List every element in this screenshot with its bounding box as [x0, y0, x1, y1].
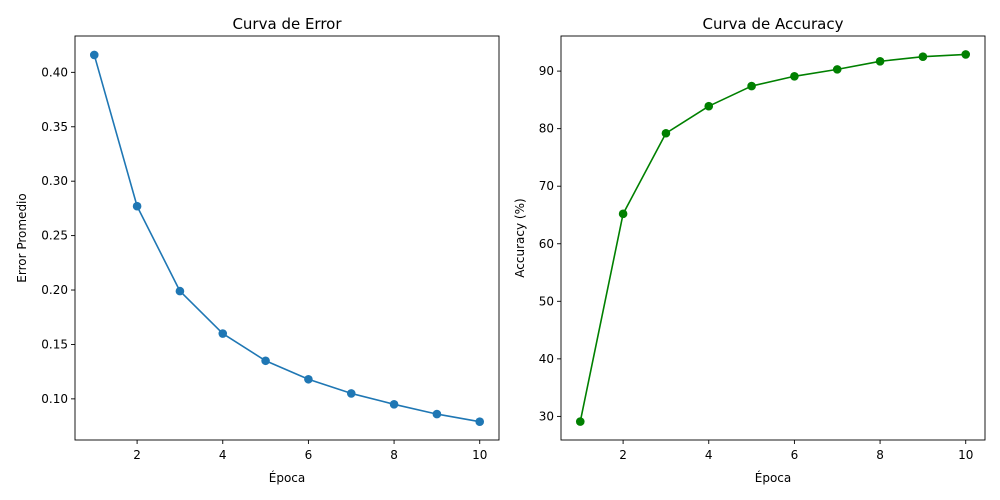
data-point: [175, 286, 185, 296]
x-tick-label: 6: [791, 448, 799, 462]
error-chart: Curva de Error Época Error Promedio 2 4 6 8…: [15, 15, 500, 485]
plot-frame: [560, 35, 986, 441]
y-tick-label: 0.15: [41, 337, 68, 351]
y-tick-label: 80: [539, 122, 554, 136]
y-tick-label: 70: [539, 179, 554, 193]
data-point: [89, 50, 99, 60]
x-tick-label: 10: [472, 448, 487, 462]
accuracy-chart: Curva de Accuracy Época Accuracy (%) 2 4 6…: [513, 15, 986, 485]
x-tick-label: 6: [305, 448, 313, 462]
x-axis-label: Época: [269, 470, 306, 485]
y-tick-label: 90: [539, 64, 554, 78]
data-point: [832, 65, 842, 74]
series-line: [579, 53, 966, 422]
data-point: [875, 57, 885, 66]
x-tick-label: 10: [958, 448, 973, 462]
chart-title: Curva de Error: [232, 15, 342, 33]
x-axis-label: Época: [755, 470, 792, 485]
y-axis-label: Accuracy (%): [513, 198, 527, 277]
data-point: [704, 101, 714, 111]
x-tick-label: 2: [619, 448, 627, 462]
x-tick-label: 8: [876, 448, 884, 462]
chart-title: Curva de Accuracy: [703, 15, 844, 33]
y-tick-label: 0.30: [41, 174, 68, 188]
x-tick-label: 8: [390, 448, 398, 462]
y-tick-label: 30: [539, 409, 554, 423]
y-tick-label: 50: [539, 294, 554, 308]
data-point: [261, 356, 270, 366]
y-axis-label: Error Promedio: [15, 193, 29, 282]
y-tick-label: 60: [539, 237, 554, 251]
data-point: [575, 417, 585, 426]
data-point: [961, 50, 971, 59]
data-point: [432, 409, 442, 419]
y-tick-label: 0.25: [41, 229, 68, 243]
data-point: [747, 81, 756, 91]
series-line: [93, 54, 480, 423]
x-tick-label: 4: [705, 448, 713, 462]
data-point: [304, 374, 313, 384]
x-tick-label: 2: [133, 448, 141, 462]
y-tick-label: 0.35: [41, 120, 68, 134]
data-point: [218, 329, 228, 338]
y-tick-label: 40: [539, 352, 554, 366]
x-tick-label: 4: [219, 448, 227, 462]
data-point: [661, 128, 671, 138]
y-tick-label: 0.20: [41, 283, 68, 297]
data-point: [389, 400, 399, 409]
y-tick-label: 0.10: [41, 392, 68, 406]
data-point: [132, 201, 142, 211]
plot-frame: [74, 35, 500, 441]
data-point: [790, 71, 799, 81]
data-point: [475, 417, 485, 427]
data-point: [346, 389, 356, 398]
y-tick-label: 0.40: [41, 65, 68, 79]
data-point: [918, 52, 928, 62]
data-point: [618, 209, 628, 219]
